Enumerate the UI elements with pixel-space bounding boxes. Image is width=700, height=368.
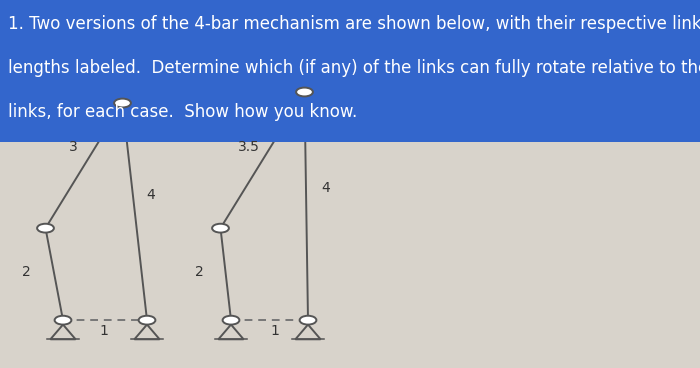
Text: 1: 1 bbox=[271, 324, 279, 338]
Text: 1: 1 bbox=[99, 324, 108, 338]
Text: 2: 2 bbox=[22, 265, 31, 279]
Circle shape bbox=[296, 88, 313, 96]
Text: 3.5: 3.5 bbox=[237, 140, 260, 154]
Text: 2: 2 bbox=[195, 265, 204, 279]
Circle shape bbox=[212, 224, 229, 233]
Text: 1. Two versions of the 4-bar mechanism are shown below, with their respective li: 1. Two versions of the 4-bar mechanism a… bbox=[8, 15, 700, 33]
Circle shape bbox=[37, 224, 54, 233]
Text: 3: 3 bbox=[69, 140, 78, 154]
Circle shape bbox=[139, 316, 155, 325]
Circle shape bbox=[55, 316, 71, 325]
Circle shape bbox=[223, 316, 239, 325]
Text: 4: 4 bbox=[146, 188, 155, 202]
Circle shape bbox=[114, 99, 131, 107]
Circle shape bbox=[300, 316, 316, 325]
Bar bbox=[0, 0, 700, 142]
Text: lengths labeled.  Determine which (if any) of the links can fully rotate relativ: lengths labeled. Determine which (if any… bbox=[8, 59, 700, 77]
Text: links, for each case.  Show how you know.: links, for each case. Show how you know. bbox=[8, 103, 358, 121]
Text: 4: 4 bbox=[321, 181, 330, 195]
